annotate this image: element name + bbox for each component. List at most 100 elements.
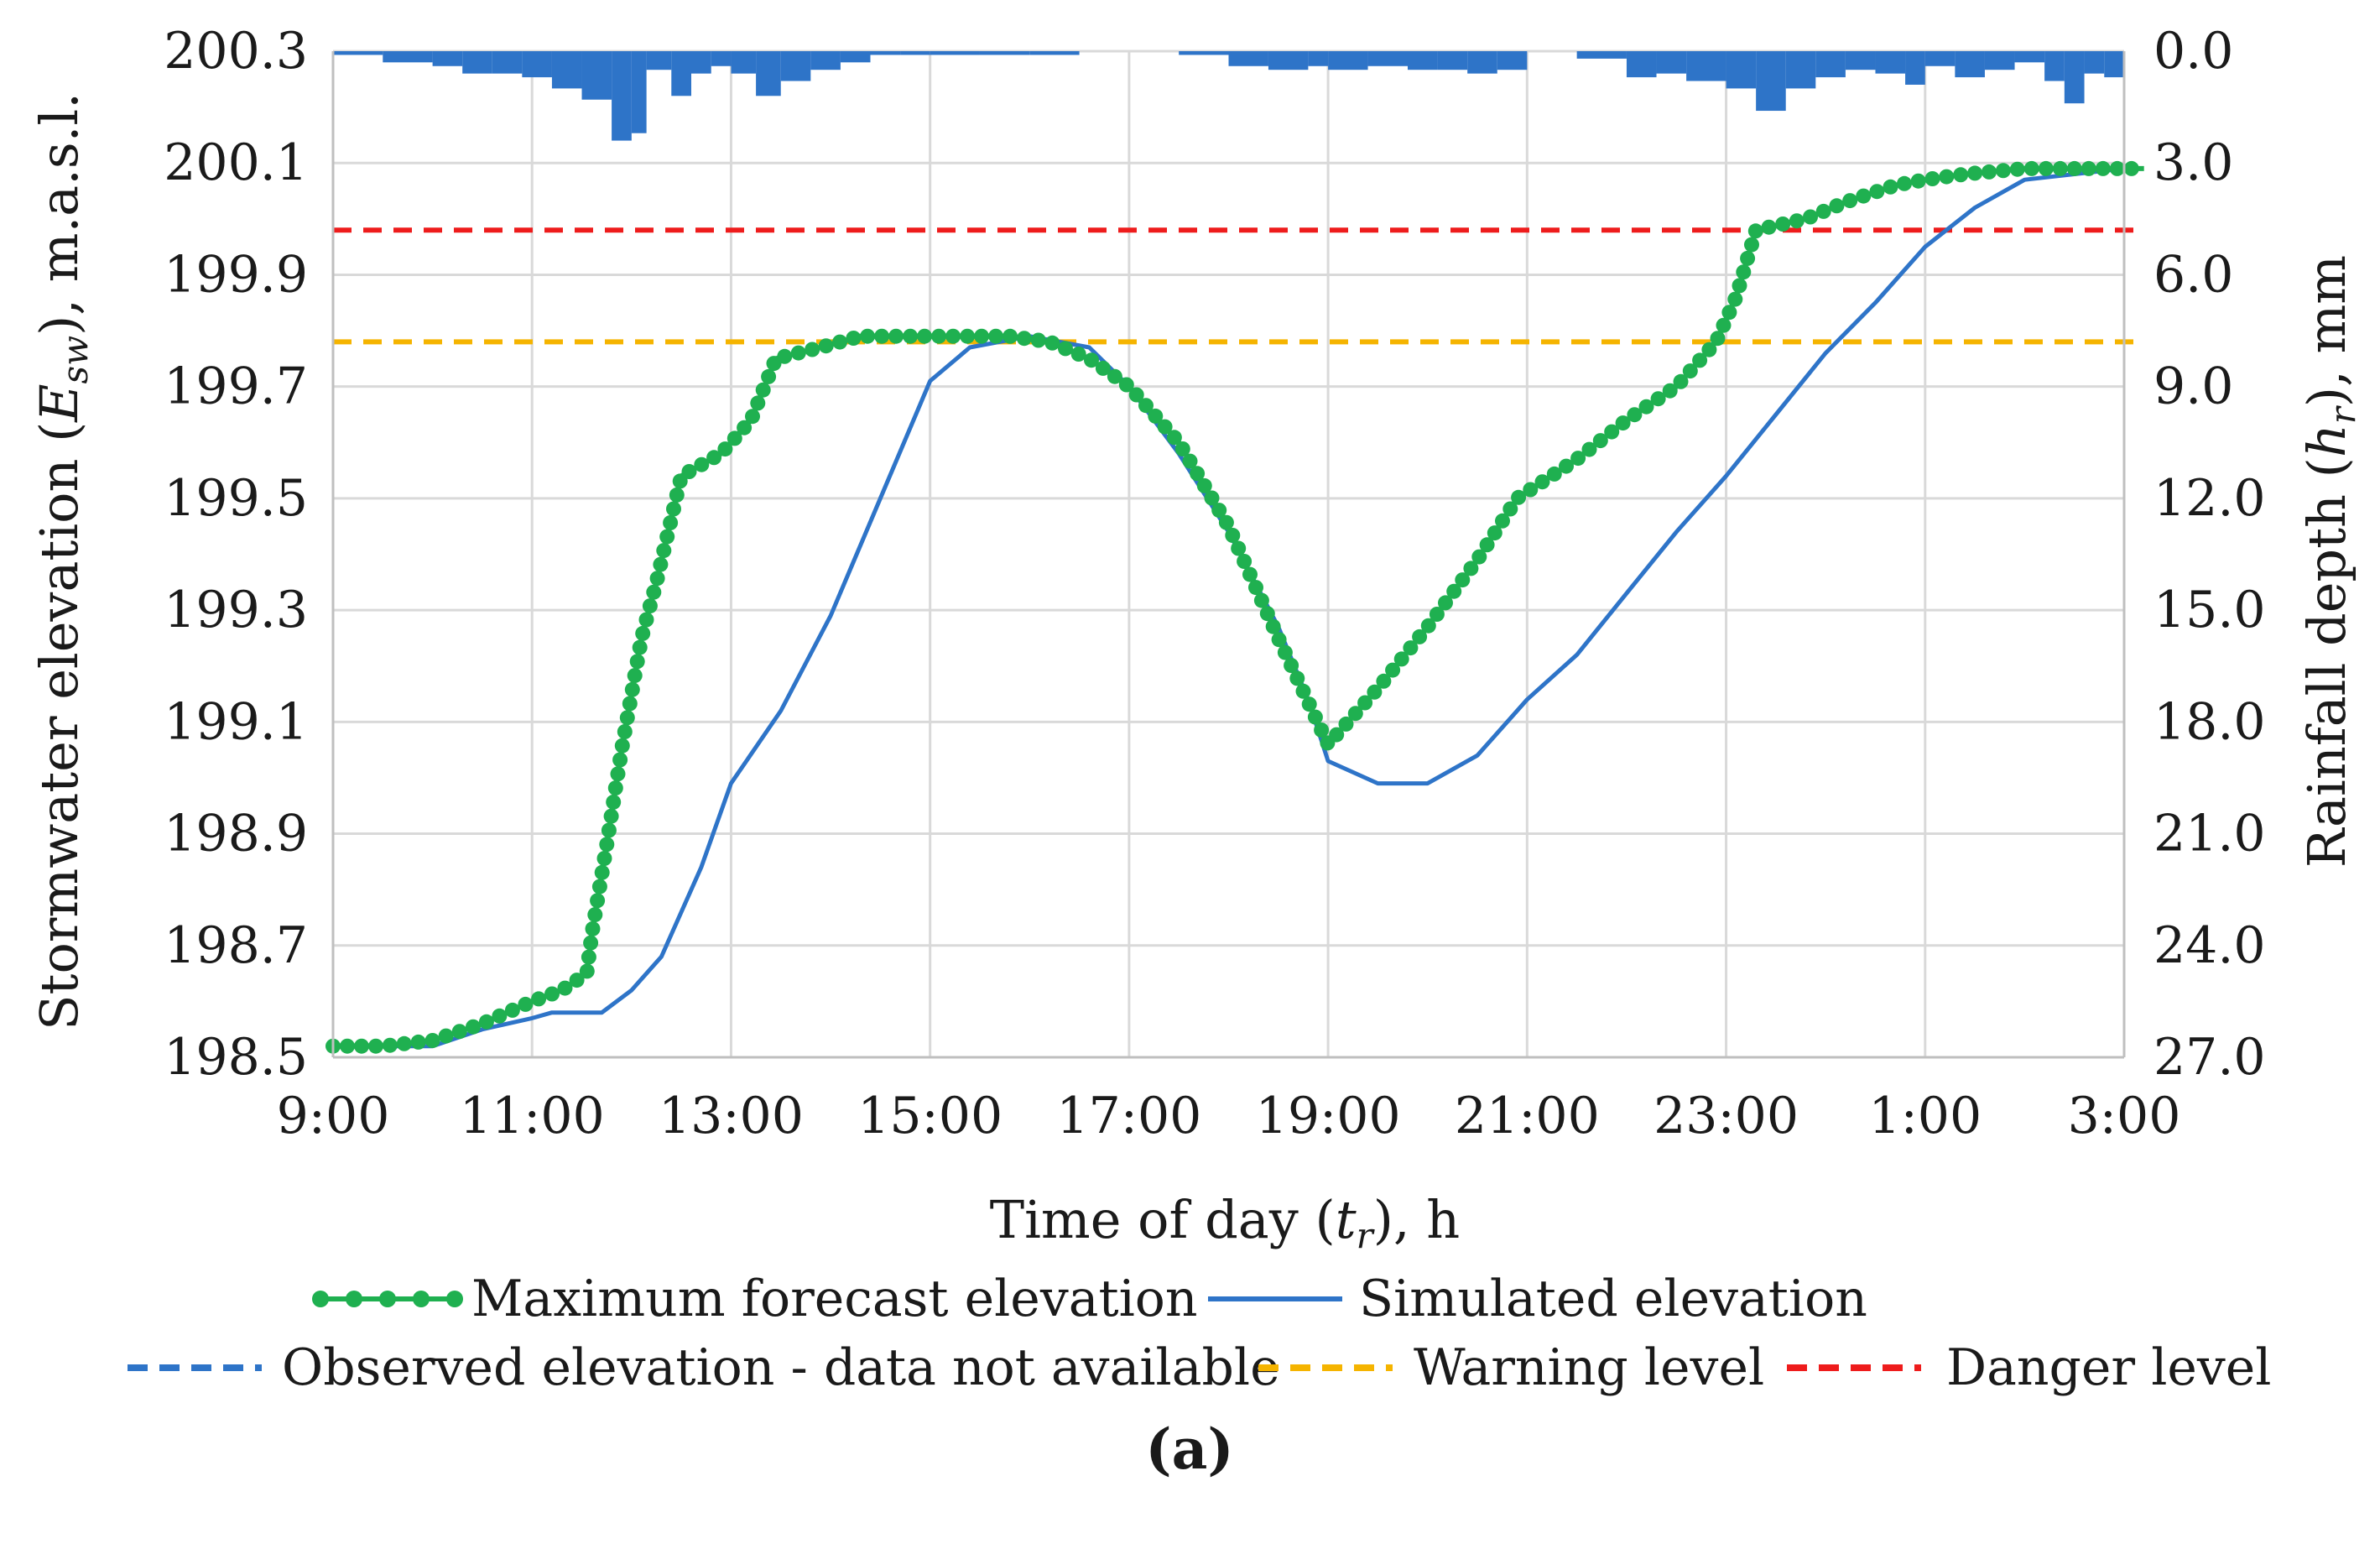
rainfall-bar (612, 51, 632, 141)
forecast-marker (1761, 219, 1777, 235)
forecast-marker (1673, 373, 1689, 389)
forecast-marker (1265, 618, 1281, 634)
forecast-marker (622, 696, 638, 712)
y-tick-label: 198.9 (164, 805, 308, 863)
forecast-marker (1231, 540, 1247, 556)
x-tick-label: 1:00 (1868, 1087, 1982, 1145)
forecast-marker (1716, 317, 1732, 333)
x-tick-label: 17:00 (1056, 1087, 1201, 1145)
rainfall-bar (900, 51, 930, 55)
forecast-marker (1157, 419, 1173, 435)
forecast-marker (1030, 332, 1046, 348)
forecast-marker (478, 1014, 494, 1030)
rainfall-bar (1576, 51, 1627, 59)
forecast-marker (750, 395, 766, 411)
forecast-marker (669, 487, 685, 503)
forecast-marker (1174, 441, 1190, 456)
forecast-marker (368, 1038, 383, 1054)
y-tick-label: 199.7 (164, 357, 308, 416)
rainfall-bar (1467, 51, 1497, 74)
y2-tick-label: 3.0 (2153, 133, 2233, 192)
forecast-marker (2066, 160, 2082, 176)
rainfall-bar (2014, 51, 2045, 63)
forecast-marker (1727, 291, 1743, 307)
forecast-marker (1295, 683, 1311, 699)
forecast-marker (1471, 549, 1487, 565)
forecast-marker (1692, 352, 1708, 368)
forecast-marker (1534, 474, 1550, 490)
forecast-marker (1248, 580, 1263, 596)
forecast-marker (1638, 399, 1654, 415)
forecast-marker (1412, 628, 1428, 644)
rainfall-bar (631, 51, 647, 133)
rainfall-bar (333, 51, 383, 55)
rainfall-bar (691, 51, 711, 74)
y-tick-label: 199.3 (164, 581, 308, 639)
forecast-marker (1546, 466, 1562, 482)
legend-item-1: Simulated elevation (1208, 1270, 1867, 1328)
rainfall-bar (810, 51, 841, 70)
forecast-marker (903, 328, 919, 344)
forecast-marker (1429, 607, 1445, 622)
forecast-marker (672, 473, 688, 489)
legend-label: Observed elevation - data not available (282, 1338, 1280, 1397)
forecast-marker (1095, 360, 1111, 376)
forecast-marker (1627, 407, 1643, 423)
rainfall-bar (870, 51, 901, 55)
legend-label: Danger level (1946, 1338, 2271, 1397)
forecast-marker (960, 328, 976, 344)
rainfall-bar (2084, 51, 2105, 74)
forecast-marker (1953, 167, 1969, 183)
forecast-marker (1403, 640, 1419, 656)
forecast-marker (1910, 173, 1926, 189)
forecast-marker (624, 681, 640, 697)
forecast-marker (340, 1038, 355, 1054)
forecast-marker (612, 752, 628, 768)
x-tick-label: 13:00 (659, 1087, 804, 1145)
forecast-marker (518, 996, 534, 1012)
rainfall-bars (333, 51, 2125, 141)
forecast-marker (1367, 684, 1383, 700)
forecast-marker (1190, 466, 1206, 482)
legend-marker (346, 1291, 362, 1307)
forecast-marker (1740, 250, 1756, 266)
y2-tick-label: 6.0 (2153, 245, 2233, 304)
panel-label: (a) (1145, 1416, 1233, 1482)
rainfall-bar (1815, 51, 1846, 78)
y2-tick-label: 12.0 (2153, 469, 2266, 528)
series-lines (333, 165, 2144, 1049)
forecast-marker (2095, 160, 2111, 176)
forecast-marker (1592, 433, 1608, 449)
forecast-marker (1982, 164, 1997, 180)
forecast-marker (606, 794, 622, 810)
forecast-marker (1107, 368, 1122, 384)
forecast-marker (761, 368, 777, 384)
forecast-marker (1559, 458, 1574, 474)
forecast-marker (603, 808, 619, 824)
y-axis-label: Stormwater elevation (Esw), m.a.s.l. (29, 92, 96, 1030)
forecast-marker (649, 571, 665, 587)
forecast-marker (681, 464, 697, 479)
y2-tick-label: 27.0 (2153, 1028, 2266, 1087)
forecast-marker (410, 1034, 426, 1050)
rainfall-bar (1785, 51, 1816, 89)
forecast-marker (354, 1038, 369, 1054)
forecast-marker (1058, 341, 1073, 357)
forecast-marker (1803, 209, 1818, 225)
legend-item-2: Observed elevation - data not available (128, 1338, 1280, 1397)
forecast-marker (2123, 160, 2139, 176)
forecast-marker (1523, 482, 1539, 498)
forecast-marker (1338, 716, 1354, 732)
forecast-marker (1420, 618, 1436, 634)
forecast-marker (656, 543, 672, 559)
rainfall-bar (1268, 51, 1309, 70)
rainfall-bar (1875, 51, 1906, 74)
forecast-marker (1721, 305, 1737, 321)
forecast-marker (818, 338, 834, 354)
forecast-marker (1118, 377, 1134, 393)
forecast-marker (1615, 415, 1631, 431)
level-lines (333, 227, 2144, 345)
forecast-marker (653, 556, 669, 572)
rainfall-bar (492, 51, 523, 74)
forecast-marker (1393, 651, 1409, 667)
